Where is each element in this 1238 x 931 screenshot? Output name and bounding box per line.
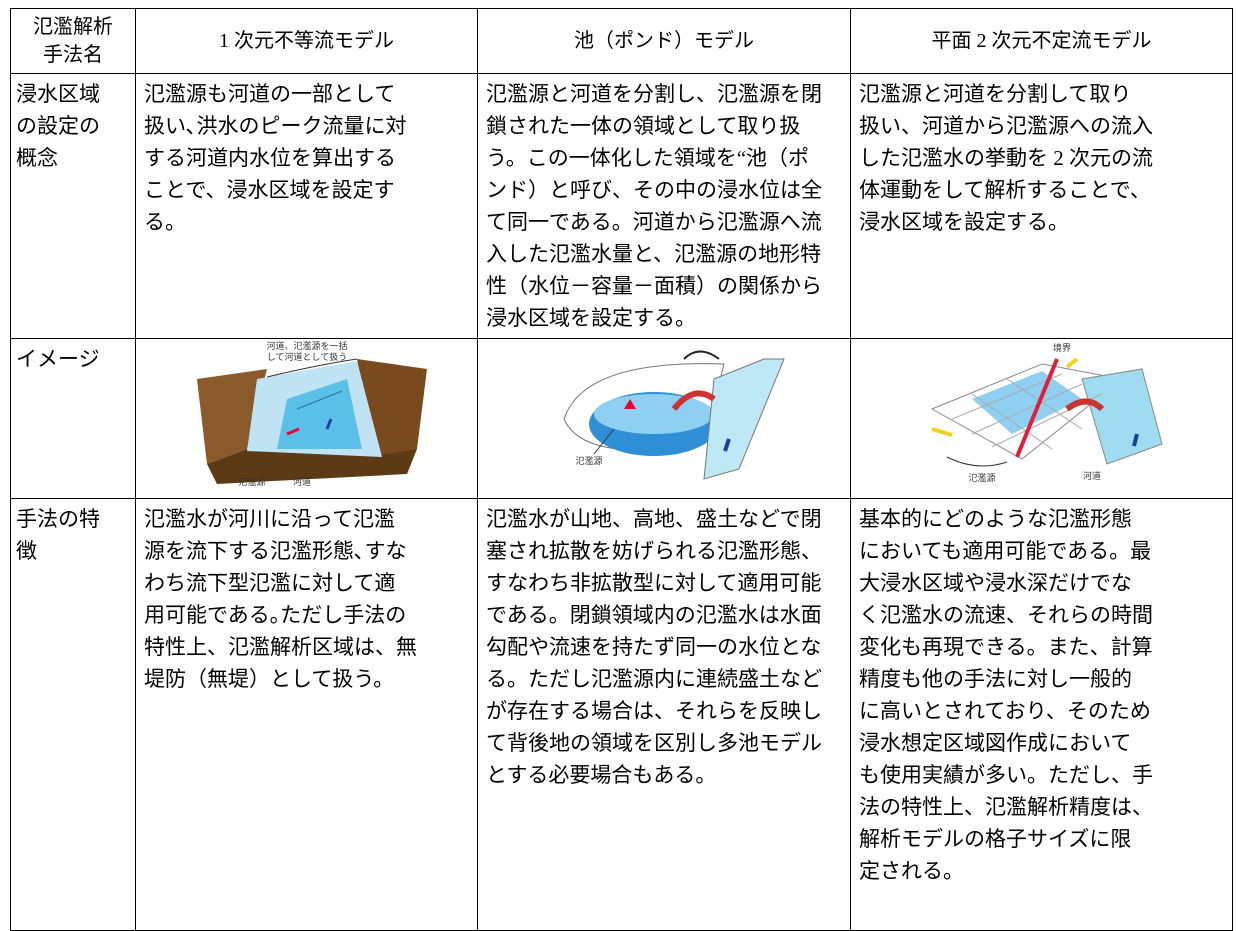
image-cell: 河道、氾濫源を一括 して河道として扱う 氾濫源 河道 bbox=[135, 338, 478, 499]
text-line: る。 bbox=[144, 210, 186, 234]
text-line: 鎖された一体の領域として取り扱 bbox=[486, 114, 801, 138]
header-cell: 氾濫解析 手法名 bbox=[10, 8, 136, 74]
text-line: する河道内水位を算出する bbox=[144, 146, 396, 170]
text-line: 特性上、氾濫解析区域は、無 bbox=[144, 635, 417, 659]
text-line: く氾濫水の流速、それらの時間 bbox=[859, 603, 1153, 627]
header-cell: 池（ポンド）モデル bbox=[477, 8, 851, 74]
image-cell: 氾濫源 bbox=[477, 338, 851, 499]
text-line: 氾濫解析 bbox=[33, 16, 113, 38]
text-line: も使用実績が多い。ただし、手 bbox=[859, 763, 1153, 787]
text-line: て背後地の領域を区別し多池モデル bbox=[486, 731, 822, 755]
text-line: 堤防（無堤）として扱う。 bbox=[144, 667, 395, 691]
text-cell: 氾濫水が河川に沿って氾濫 源を流下する氾濫形態､すな わち流下型氾濫に対して適 用可能… bbox=[135, 498, 478, 931]
text-line: 浸水区域を設定する。 bbox=[486, 306, 696, 330]
text-line: 浸水区域 bbox=[16, 82, 100, 106]
header-cell: 平面 2 次元不定流モデル bbox=[850, 8, 1233, 74]
text-line: 1 次元不等流モデル bbox=[219, 30, 394, 52]
text-line: る。ただし氾濫源内に連続盛土など bbox=[486, 667, 822, 691]
row-label-cell: 浸水区域の設定の概念 bbox=[10, 73, 136, 339]
text-line: ことで、浸水区域を設定す bbox=[144, 178, 395, 202]
table-row: イメージ 河道、氾濫源を一括 して河道として扱う 氾濫源 河道 氾濫源 境界 氾… bbox=[10, 338, 1233, 499]
text-cell: 氾濫源と河道を分割して取り 扱い、河道から氾濫源への流入 した氾濫水の挙動を 2 次… bbox=[850, 73, 1233, 339]
text-line: 浸水区域を設定する。 bbox=[859, 210, 1069, 234]
text-line: 徴 bbox=[16, 539, 37, 563]
text-line: 法の特性上、氾濫解析精度は、 bbox=[859, 795, 1153, 819]
image-label: 氾濫源 bbox=[575, 455, 602, 467]
text-line: 扱い、河道から氾濫源への流入 bbox=[859, 114, 1153, 138]
text-line: 氾濫源と河道を分割して取り bbox=[859, 82, 1132, 106]
header-row: 氾濫解析手法名 1 次元不等流モデル 池（ポンド）モデル 平面 2 次元不定流モデル bbox=[10, 8, 1233, 74]
text-line: 解析モデルの格子サイズに限 bbox=[859, 827, 1132, 851]
text-line: 氾濫源と河道を分割し、氾濫源を閉 bbox=[486, 82, 822, 106]
image-label: 氾濫源 bbox=[238, 476, 265, 488]
comparison-table: 氾濫解析手法名 1 次元不等流モデル 池（ポンド）モデル 平面 2 次元不定流モデル浸… bbox=[10, 8, 1233, 931]
table-row: 浸水区域 の設定の 概念 氾濫源も河道の一部として 扱い､洪水のピーク流量に対 する河道内… bbox=[10, 73, 1233, 339]
text-line: 大浸水区域や浸水深だけでな bbox=[859, 571, 1132, 595]
image-label: 氾濫源 bbox=[968, 472, 995, 484]
text-line: の設定の bbox=[16, 114, 100, 138]
text-line: 扱い､洪水のピーク流量に対 bbox=[144, 114, 407, 138]
text-line: 池（ポンド）モデル bbox=[574, 30, 754, 52]
table-row: 手法の特徴氾濫水が河川に沿って氾濫 源を流下する氾濫形態､すな わち流下型氾濫に対し… bbox=[10, 498, 1233, 931]
text-line: 平面 2 次元不定流モデル bbox=[931, 30, 1152, 52]
text-line: 氾濫源も河道の一部として bbox=[144, 82, 396, 106]
image-label: 境界 bbox=[1052, 342, 1070, 354]
text-line: ンド）と呼び、その中の浸水位は全 bbox=[486, 178, 822, 202]
text-line: においても適用可能である。最 bbox=[859, 539, 1152, 563]
image-label: 河道 bbox=[292, 476, 310, 488]
image-label: 河道 bbox=[1082, 470, 1100, 482]
text-line: 体運動をして解析することで、 bbox=[859, 178, 1151, 202]
text-line: 用可能である｡ただし手法の bbox=[144, 603, 407, 627]
table-container: 氾濫解析手法名 1 次元不等流モデル 池（ポンド）モデル 平面 2 次元不定流モデル浸… bbox=[10, 8, 1233, 931]
text-line: に高いとされており、そのため bbox=[859, 699, 1151, 723]
text-line: 基本的にどのような氾濫形態 bbox=[859, 507, 1132, 531]
text-line: である。閉鎖領域内の氾濫水は水面 bbox=[486, 603, 822, 627]
illustration: 境界 氾濫源 河道 bbox=[930, 342, 1163, 484]
text-line: わち流下型氾濫に対して適 bbox=[144, 571, 396, 595]
text-line: 変化も再現できる。また、計算 bbox=[859, 635, 1153, 659]
text-line: 源を流下する氾濫形態､すな bbox=[144, 539, 407, 563]
text-cell: 氾濫水が山地、高地、盛土などで閉 塞され拡散を妨げられる氾濫形態、 すなわち非拡散型… bbox=[477, 498, 851, 931]
image-label: して河道として扱う bbox=[266, 351, 346, 363]
text-line: 手法の特 bbox=[16, 507, 100, 531]
text-line: イメージ bbox=[16, 347, 100, 371]
image-cell: 境界 氾濫源 河道 bbox=[850, 338, 1233, 499]
text-line: した氾濫水の挙動を 2 次元の流 bbox=[859, 146, 1153, 170]
text-line: 氾濫水が山地、高地、盛土などで閉 bbox=[486, 507, 822, 531]
illustration: 氾濫源 bbox=[563, 350, 785, 480]
text-line: 浸水想定区域図作成において bbox=[859, 731, 1132, 755]
illustration: 河道、氾濫源を一括 して河道として扱う 氾濫源 河道 bbox=[196, 340, 427, 488]
text-cell: 基本的にどのような氾濫形態 においても適用可能である。最 大浸水区域や浸水深だけでな… bbox=[850, 498, 1233, 931]
text-line: て同一である。河道から氾濫源へ流 bbox=[486, 210, 822, 234]
text-line: が存在する場合は、それらを反映し bbox=[486, 699, 822, 723]
text-cell: 氾濫源と河道を分割し、氾濫源を閉 鎖された一体の領域として取り扱 う。この一体化した… bbox=[477, 73, 851, 339]
text-line: 氾濫水が河川に沿って氾濫 bbox=[144, 507, 395, 531]
image-label: 河道、氾濫源を一括 bbox=[266, 340, 347, 352]
text-line: 精度も他の手法に対し一般的 bbox=[859, 667, 1132, 691]
row-label-cell: 手法の特徴 bbox=[10, 498, 136, 931]
text-line: とする必要場合もある。 bbox=[486, 763, 717, 787]
row-label-cell: イメージ bbox=[10, 338, 136, 499]
text-line: 定される。 bbox=[859, 859, 964, 883]
header-cell: 1 次元不等流モデル bbox=[135, 8, 478, 74]
text-line: 入した氾濫水量と、氾濫源の地形特 bbox=[486, 242, 822, 266]
text-line: 概念 bbox=[16, 146, 58, 170]
text-line: う。この一体化した領域を“池（ポ bbox=[486, 146, 810, 170]
text-line: 手法名 bbox=[43, 44, 103, 66]
text-line: 塞され拡散を妨げられる氾濫形態、 bbox=[486, 539, 822, 563]
text-line: 勾配や流速を持たず同一の水位とな bbox=[486, 635, 822, 659]
text-line: 性（水位－容量－面積）の関係から bbox=[486, 274, 822, 298]
text-line: すなわち非拡散型に対して適用可能 bbox=[486, 571, 822, 595]
text-cell: 氾濫源も河道の一部として 扱い､洪水のピーク流量に対 する河道内水位を算出する ことで… bbox=[135, 73, 478, 339]
